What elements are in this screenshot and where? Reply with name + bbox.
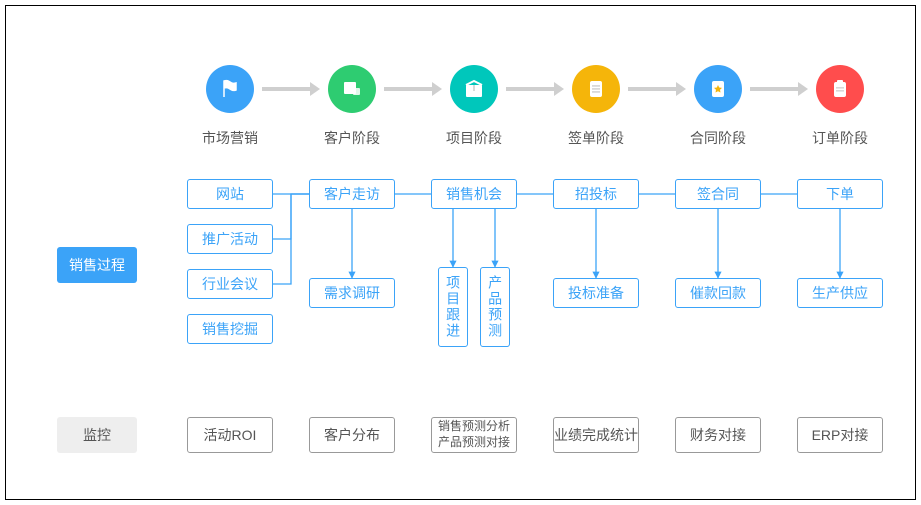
- stage-sign-icon: [572, 65, 620, 113]
- box-collect: 催款回款: [675, 278, 761, 308]
- stage-arrow: [750, 82, 808, 96]
- stage-arrow: [262, 82, 320, 96]
- stage-project-icon: [450, 65, 498, 113]
- stage-project-label: 项目阶段: [429, 128, 519, 148]
- stage-contract-icon: [694, 65, 742, 113]
- box-need: 需求调研: [309, 278, 395, 308]
- side-label-monitor: 监控: [57, 417, 137, 453]
- box-m_fin: 财务对接: [675, 417, 761, 453]
- box-forecast: 产品预测: [480, 267, 510, 347]
- stage-market-label: 市场营销: [185, 128, 275, 148]
- stage-arrow: [506, 82, 564, 96]
- diagram-frame: 市场营销 客户阶段 项目阶段 签单阶段 合同阶段 订单阶段 销售过程监控 网站推广活动行业…: [5, 5, 916, 500]
- stage-customer-label: 客户阶段: [307, 128, 397, 148]
- box-mining: 销售挖掘: [187, 314, 273, 344]
- box-promo: 推广活动: [187, 224, 273, 254]
- stage-order-icon: [816, 65, 864, 113]
- stage-market-icon: [206, 65, 254, 113]
- box-bidprep: 投标准备: [553, 278, 639, 308]
- stage-arrow: [384, 82, 442, 96]
- box-website: 网站: [187, 179, 273, 209]
- box-m_erp: ERP对接: [797, 417, 883, 453]
- stage-customer-icon: [328, 65, 376, 113]
- box-opp: 销售机会: [431, 179, 517, 209]
- box-m_fc: 销售预测分析 产品预测对接: [431, 417, 517, 453]
- stage-order-label: 订单阶段: [795, 128, 885, 148]
- box-m_roi: 活动ROI: [187, 417, 273, 453]
- box-supply: 生产供应: [797, 278, 883, 308]
- box-place: 下单: [797, 179, 883, 209]
- box-follow: 项目跟进: [438, 267, 468, 347]
- box-industry: 行业会议: [187, 269, 273, 299]
- box-signc: 签合同: [675, 179, 761, 209]
- box-bid: 招投标: [553, 179, 639, 209]
- stage-sign-label: 签单阶段: [551, 128, 641, 148]
- box-m_perf: 业绩完成统计: [553, 417, 639, 453]
- box-m_cust: 客户分布: [309, 417, 395, 453]
- side-label-process: 销售过程: [57, 247, 137, 283]
- box-visit: 客户走访: [309, 179, 395, 209]
- stage-contract-label: 合同阶段: [673, 128, 763, 148]
- stage-arrow: [628, 82, 686, 96]
